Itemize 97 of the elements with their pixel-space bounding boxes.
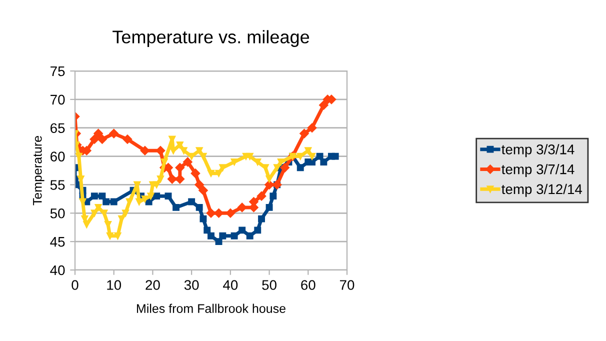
point [176, 141, 184, 148]
point [156, 146, 166, 156]
point [83, 221, 90, 228]
point [204, 226, 211, 234]
point [208, 232, 214, 240]
point [188, 198, 196, 206]
x-tick-label: 10 [107, 280, 122, 290]
point [256, 191, 266, 201]
point [126, 198, 133, 206]
point [190, 168, 200, 178]
point [183, 157, 192, 167]
point [90, 210, 98, 217]
point [219, 232, 226, 240]
point [140, 146, 150, 156]
point [147, 192, 154, 200]
point [198, 186, 208, 196]
point [194, 180, 204, 190]
y-tick-label: 65 [50, 123, 65, 134]
y-tick-label: 60 [50, 152, 65, 162]
point [230, 232, 238, 240]
point [196, 147, 203, 154]
point [118, 215, 126, 222]
y-tick-label: 75 [50, 66, 65, 76]
point [307, 123, 317, 132]
point [200, 152, 207, 160]
point [274, 164, 281, 172]
point [208, 170, 214, 177]
point [270, 192, 277, 200]
point [90, 134, 100, 144]
point [180, 147, 188, 154]
point [175, 174, 185, 184]
y-tick-label: 40 [50, 265, 65, 276]
point [153, 192, 160, 200]
point [214, 208, 224, 218]
y-axis-title: Temperature [33, 136, 44, 206]
point [98, 192, 106, 200]
point [164, 192, 172, 200]
point [280, 163, 290, 172]
point [332, 152, 339, 160]
y-tick-label: 45 [50, 237, 65, 247]
point [230, 158, 238, 166]
point [246, 232, 254, 240]
y-tick-label: 50 [50, 208, 65, 218]
x-tick-label: 40 [223, 280, 238, 290]
point [304, 147, 312, 154]
point [109, 128, 118, 138]
point [102, 198, 110, 206]
point [168, 174, 177, 184]
point [200, 215, 207, 222]
point [136, 198, 143, 206]
point [215, 170, 222, 177]
point [266, 176, 273, 182]
legend-label: temp 3/12/14 [502, 184, 582, 197]
point [219, 164, 226, 172]
point [277, 158, 284, 166]
point [94, 204, 102, 211]
point [104, 221, 112, 228]
point [122, 210, 129, 217]
x-tick-label: 30 [184, 280, 199, 290]
point [157, 176, 164, 182]
point [110, 198, 118, 206]
x-tick-label: 20 [146, 280, 160, 290]
legend-label: temp 3/3/14 [502, 144, 574, 158]
point [316, 152, 324, 160]
point [238, 226, 246, 234]
point [300, 128, 309, 138]
x-tick-label: 60 [301, 280, 316, 290]
point [206, 208, 216, 218]
x-tick-label: 50 [262, 280, 276, 290]
point [296, 164, 304, 172]
point [237, 202, 247, 212]
point [319, 100, 328, 110]
point [266, 204, 273, 211]
point [90, 192, 98, 200]
point [106, 232, 114, 240]
x-axis-title: Miles from Fallbrook house [137, 304, 286, 313]
point [258, 215, 265, 222]
point [153, 181, 160, 188]
point [308, 152, 316, 160]
x-tick-label: 70 [340, 280, 354, 290]
point [172, 204, 180, 211]
x-tick-label: 0 [72, 280, 78, 290]
point [98, 134, 107, 144]
chart-title: Temperature vs. mileage [112, 30, 310, 47]
legend-label: temp 3/7/14 [502, 164, 574, 177]
point [226, 208, 236, 218]
point [175, 163, 185, 172]
point [94, 128, 103, 138]
point [196, 204, 203, 211]
point [246, 152, 254, 160]
point [122, 134, 132, 144]
y-tick-label: 70 [50, 94, 65, 105]
point [141, 195, 148, 202]
point [320, 158, 328, 166]
y-tick-label: 55 [50, 180, 65, 190]
point [254, 226, 262, 234]
point [114, 232, 122, 240]
